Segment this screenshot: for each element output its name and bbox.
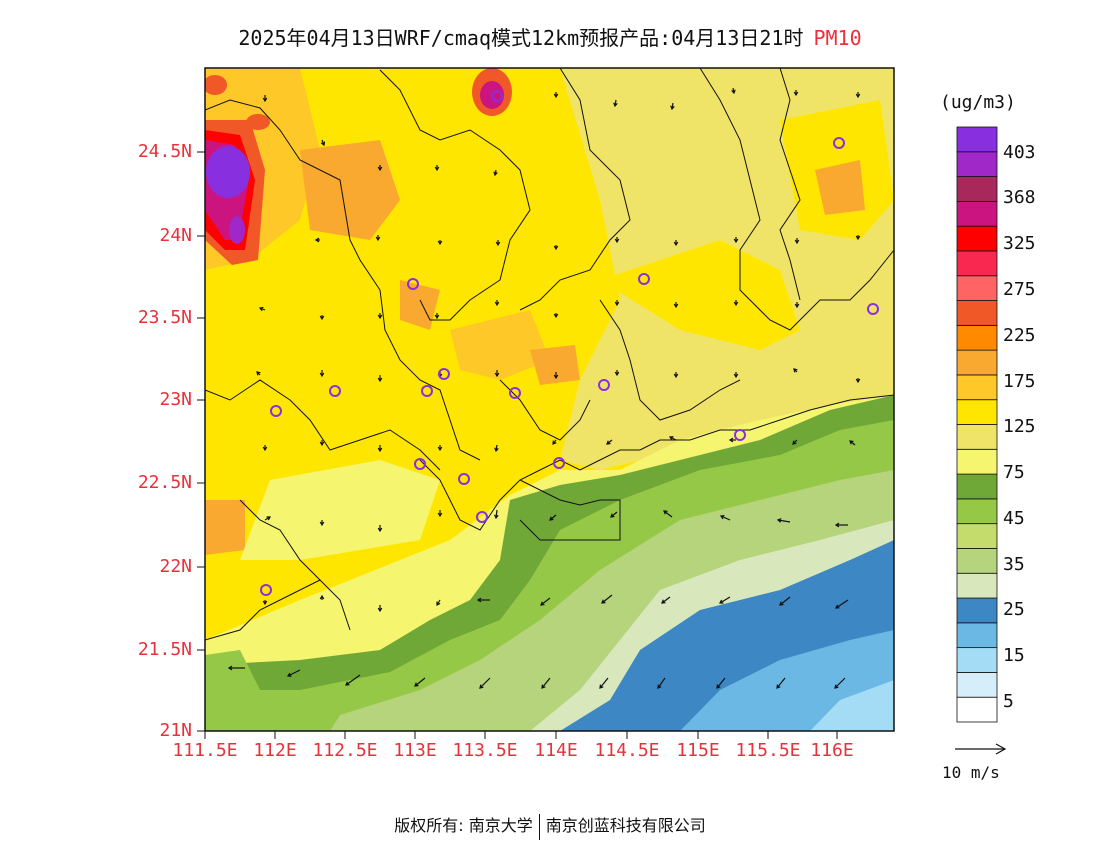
- legend-swatch: [956, 126, 998, 153]
- legend-swatch: [956, 672, 998, 698]
- legend-swatch: [956, 597, 998, 624]
- lon-label: 113.5E: [452, 740, 518, 761]
- lat-label: 23.5N: [137, 307, 192, 328]
- legend-swatch: [956, 696, 998, 723]
- legend-label: 325: [1003, 233, 1036, 254]
- legend-swatch: [956, 473, 998, 500]
- chart-title: 2025年04月13日WRF/cmaq模式12km预报产品:04月13日21时 P…: [0, 22, 1100, 51]
- legend-label: 175: [1003, 371, 1036, 392]
- lat-label: 22.5N: [137, 472, 192, 493]
- lon-label: 112E: [253, 740, 297, 761]
- copyright-right: 南京创蓝科技有限公司: [545, 816, 706, 835]
- title-text: 2025年04月13日WRF/cmaq模式12km预报产品:04月13日21时: [238, 26, 804, 50]
- legend-swatch: [956, 374, 998, 401]
- copyright-left: 版权所有: 南京大学: [394, 816, 533, 835]
- copyright-footer: 版权所有: 南京大学 南京创蓝科技有限公司: [0, 812, 1100, 840]
- lon-label: 114E: [534, 740, 578, 761]
- station-markers: [260, 90, 879, 596]
- lon-label: 112.5E: [312, 740, 378, 761]
- legend-unit: (ug/m3): [940, 92, 1016, 113]
- variable-name: PM10: [813, 26, 862, 50]
- legend-swatch: [956, 151, 998, 177]
- legend-swatch: [956, 225, 998, 252]
- legend-swatch: [956, 200, 998, 227]
- lat-label: 23N: [159, 389, 192, 410]
- lat-label: 21N: [159, 720, 192, 741]
- lon-label: 115E: [676, 740, 720, 761]
- legend-swatch: [956, 424, 998, 450]
- legend-swatch: [956, 349, 998, 376]
- legend-swatch: [956, 572, 998, 599]
- legend-swatch: [956, 523, 998, 549]
- legend-swatch: [956, 548, 998, 574]
- lat-label: 24N: [159, 225, 192, 246]
- legend-label: 75: [1003, 462, 1025, 483]
- legend-swatch: [956, 448, 998, 475]
- legend-swatch: [956, 399, 998, 425]
- legend-label: 25: [1003, 599, 1025, 620]
- legend-swatch: [956, 622, 998, 649]
- legend-label: 5: [1003, 691, 1014, 712]
- axis-ticks: [197, 151, 838, 739]
- legend-swatch: [956, 250, 998, 277]
- lat-label: 24.5N: [137, 141, 192, 162]
- legend-swatch: [956, 275, 998, 301]
- legend-label: 45: [1003, 508, 1025, 529]
- legend-label: 125: [1003, 416, 1036, 437]
- legend-swatch: [956, 647, 998, 673]
- concentration-field: [205, 68, 894, 731]
- lat-label: 22N: [159, 556, 192, 577]
- legend-label: 35: [1003, 554, 1025, 575]
- wind-reference-label: 10 m/s: [942, 763, 1000, 782]
- footer-separator: [538, 813, 540, 840]
- province-borders: [205, 68, 894, 641]
- legend-label: 15: [1003, 645, 1025, 666]
- legend-swatch: [956, 498, 998, 525]
- legend-label: 225: [1003, 325, 1036, 346]
- lon-label: 115.5E: [735, 740, 801, 761]
- lon-label: 114.5E: [594, 740, 660, 761]
- lon-label: 116E: [810, 740, 854, 761]
- legend-swatch: [956, 300, 998, 326]
- legend-label: 403: [1003, 142, 1036, 163]
- legend-label: 275: [1003, 279, 1036, 300]
- lat-label: 21.5N: [137, 639, 192, 660]
- lon-label: 113E: [393, 740, 437, 761]
- legend-swatch: [956, 324, 998, 351]
- wind-arrows: [227, 87, 861, 689]
- lon-label: 111.5E: [172, 740, 238, 761]
- legend-label: 368: [1003, 187, 1036, 208]
- wind-reference-arrow: [955, 743, 1007, 755]
- color-legend: [956, 126, 998, 723]
- legend-swatch: [956, 176, 998, 202]
